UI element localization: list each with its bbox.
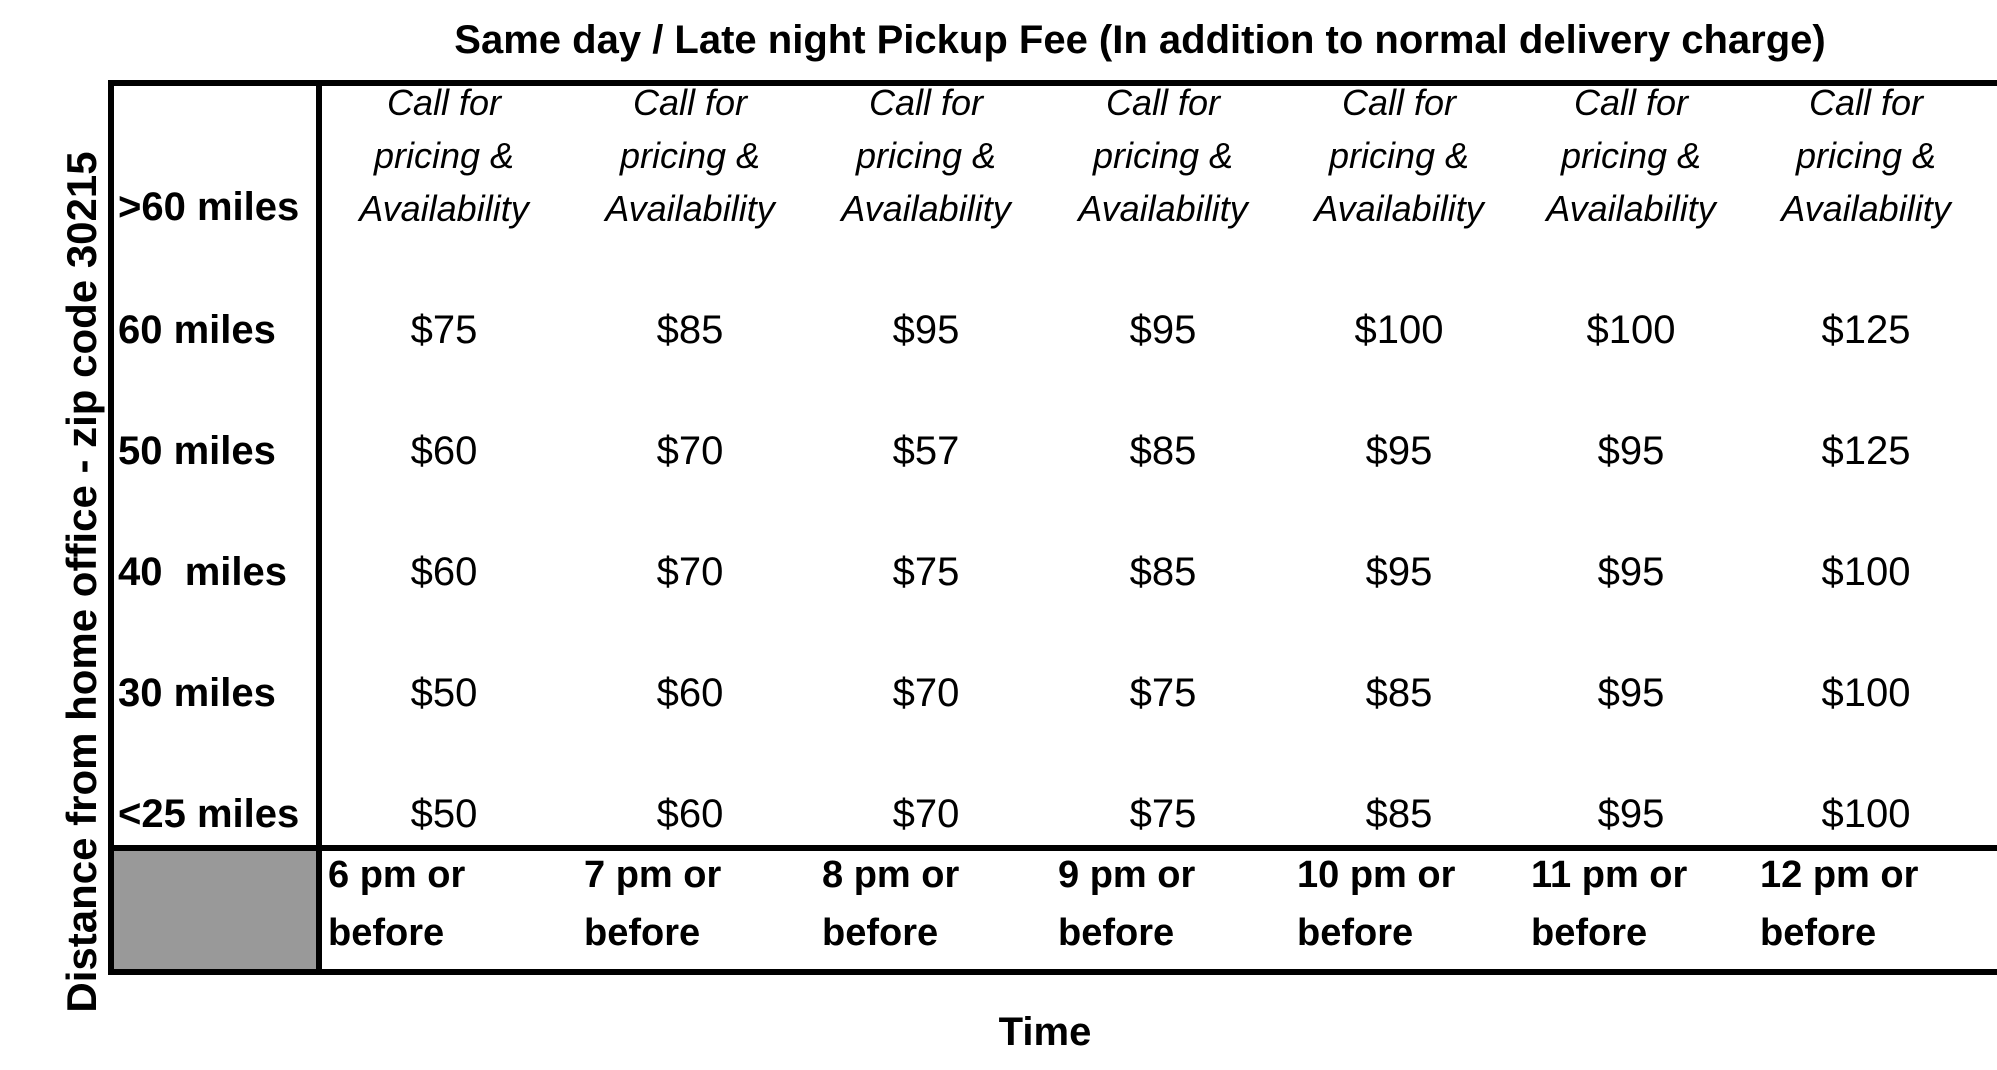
- call-line: pricing &: [1560, 135, 1702, 176]
- call-line: Availability: [1078, 188, 1248, 229]
- time-line: 9 pm or: [1058, 854, 1196, 896]
- price-cell: $100: [1586, 308, 1676, 352]
- call-for-pricing-cell: Call for pricing & Availability: [811, 76, 1041, 235]
- time-line: 6 pm or: [328, 854, 466, 896]
- time-line: 7 pm or: [584, 854, 722, 896]
- row-label: 50 miles: [118, 429, 276, 473]
- time-line: before: [1531, 912, 1648, 954]
- time-line: 12 pm or: [1760, 854, 1919, 896]
- price-cell: $125: [1821, 308, 1911, 352]
- price-cell: $95: [1597, 792, 1665, 836]
- price-cell: $95: [1365, 429, 1433, 473]
- price-cell: $100: [1821, 792, 1911, 836]
- row-label: <25 miles: [118, 792, 300, 836]
- row-label: >60 miles: [118, 185, 300, 229]
- price-cell: $75: [410, 308, 478, 352]
- price-cell: $60: [410, 550, 478, 594]
- price-cell: $95: [1597, 429, 1665, 473]
- time-column-header: 9 pm or before: [1058, 846, 1195, 962]
- row-label: 60 miles: [118, 308, 276, 352]
- price-cell: $60: [656, 671, 724, 715]
- call-line: Availability: [1314, 188, 1484, 229]
- price-cell: $95: [1597, 550, 1665, 594]
- time-column-header: 11 pm or before: [1531, 846, 1687, 962]
- price-cell: $70: [656, 429, 724, 473]
- call-line: pricing &: [1092, 135, 1234, 176]
- price-cell: $95: [1129, 308, 1197, 352]
- time-line: before: [1760, 912, 1877, 954]
- price-cell: $85: [656, 308, 724, 352]
- price-cell: $60: [656, 792, 724, 836]
- call-line: Availability: [841, 188, 1011, 229]
- table-border-left: [108, 80, 114, 975]
- price-cell: $95: [892, 308, 960, 352]
- time-line: 8 pm or: [822, 854, 960, 896]
- call-line: Call for: [632, 82, 748, 123]
- price-cell: $85: [1365, 671, 1433, 715]
- price-cell: $95: [1597, 671, 1665, 715]
- call-for-pricing-cell: Call for pricing & Availability: [1284, 76, 1514, 235]
- time-line: before: [822, 912, 939, 954]
- call-line: Call for: [1341, 82, 1457, 123]
- table-border-top: [108, 80, 1997, 86]
- call-for-pricing-cell: Call for pricing & Availability: [1751, 76, 1981, 235]
- price-cell: $70: [892, 671, 960, 715]
- price-cell: $100: [1821, 550, 1911, 594]
- price-cell: $85: [1129, 550, 1197, 594]
- call-line: pricing &: [1795, 135, 1937, 176]
- time-line: before: [1058, 912, 1175, 954]
- row-label: 40 miles: [118, 550, 288, 594]
- table-border-bottom: [108, 969, 1997, 975]
- price-cell: $50: [410, 792, 478, 836]
- time-column-header: 12 pm or before: [1760, 846, 1918, 962]
- call-for-pricing-cell: Call for pricing & Availability: [1516, 76, 1746, 235]
- call-line: Call for: [1808, 82, 1924, 123]
- price-cell: $100: [1354, 308, 1444, 352]
- call-line: Call for: [1573, 82, 1689, 123]
- call-line: Call for: [868, 82, 984, 123]
- time-column-header: 10 pm or before: [1297, 846, 1455, 962]
- time-column-header: 8 pm or before: [822, 846, 959, 962]
- time-line: before: [1297, 912, 1414, 954]
- y-axis-label: Distance from home office - zip code 302…: [58, 151, 105, 1013]
- table-title: Same day / Late night Pickup Fee (In add…: [454, 18, 1826, 62]
- call-line: Availability: [1546, 188, 1716, 229]
- price-cell: $85: [1129, 429, 1197, 473]
- price-cell: $75: [1129, 671, 1197, 715]
- call-line: pricing &: [373, 135, 515, 176]
- call-line: Call for: [386, 82, 502, 123]
- price-cell: $70: [656, 550, 724, 594]
- price-cell: $75: [1129, 792, 1197, 836]
- time-column-header: 7 pm or before: [584, 846, 721, 962]
- price-cell: $50: [410, 671, 478, 715]
- time-line: 10 pm or: [1297, 854, 1456, 896]
- price-cell: $57: [892, 429, 960, 473]
- time-column-header: 6 pm or before: [328, 846, 465, 962]
- price-cell: $85: [1365, 792, 1433, 836]
- price-cell: $100: [1821, 671, 1911, 715]
- price-cell: $60: [410, 429, 478, 473]
- call-for-pricing-cell: Call for pricing & Availability: [575, 76, 805, 235]
- price-cell: $75: [892, 550, 960, 594]
- call-line: Call for: [1105, 82, 1221, 123]
- corner-cell: [114, 851, 316, 969]
- row-label-divider: [316, 80, 322, 975]
- call-line: pricing &: [855, 135, 997, 176]
- call-line: pricing &: [619, 135, 761, 176]
- price-cell: $125: [1821, 429, 1911, 473]
- price-cell: $70: [892, 792, 960, 836]
- call-line: Availability: [1781, 188, 1951, 229]
- time-line: 11 pm or: [1531, 854, 1688, 896]
- call-for-pricing-cell: Call for pricing & Availability: [1048, 76, 1278, 235]
- call-for-pricing-cell: Call for pricing & Availability: [329, 76, 559, 235]
- call-line: pricing &: [1328, 135, 1470, 176]
- row-label: 30 miles: [118, 671, 276, 715]
- time-line: before: [328, 912, 445, 954]
- price-cell: $95: [1365, 550, 1433, 594]
- time-header-divider: [108, 845, 1997, 851]
- call-line: Availability: [605, 188, 775, 229]
- call-line: Availability: [359, 188, 529, 229]
- x-axis-label: Time: [998, 1010, 1092, 1054]
- time-line: before: [584, 912, 701, 954]
